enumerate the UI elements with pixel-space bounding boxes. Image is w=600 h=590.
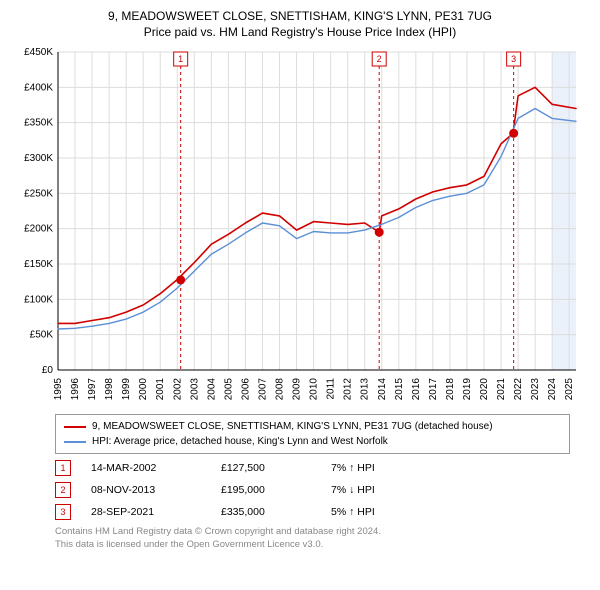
svg-text:2016: 2016: [411, 378, 422, 401]
event-date: 08-NOV-2013: [91, 484, 221, 496]
svg-text:1998: 1998: [104, 378, 115, 401]
svg-text:3: 3: [511, 54, 516, 64]
svg-text:2013: 2013: [360, 378, 371, 401]
legend-item: HPI: Average price, detached house, King…: [64, 434, 561, 449]
event-number: 2: [55, 482, 71, 498]
svg-text:2005: 2005: [223, 378, 234, 401]
svg-text:£50K: £50K: [30, 330, 54, 341]
svg-text:2024: 2024: [547, 378, 558, 401]
event-price: £195,000: [221, 484, 331, 496]
event-date: 28-SEP-2021: [91, 506, 221, 518]
svg-text:2010: 2010: [309, 378, 320, 401]
event-row: 1 14-MAR-2002£127,5007% ↑ HPI: [55, 460, 570, 476]
legend-label: 9, MEADOWSWEET CLOSE, SNETTISHAM, KING'S…: [92, 419, 493, 434]
sale-marker-3: [509, 129, 518, 138]
svg-text:£150K: £150K: [24, 259, 53, 270]
svg-text:2008: 2008: [275, 378, 286, 401]
svg-text:2015: 2015: [394, 378, 405, 401]
svg-text:£450K: £450K: [24, 47, 53, 58]
event-row: 3 28-SEP-2021£335,0005% ↑ HPI: [55, 504, 570, 520]
event-delta: 7% ↓ HPI: [331, 484, 375, 496]
svg-text:2009: 2009: [292, 378, 303, 401]
event-price: £335,000: [221, 506, 331, 518]
footnote: Contains HM Land Registry data © Crown c…: [55, 526, 570, 552]
svg-text:2014: 2014: [377, 378, 388, 401]
svg-text:£100K: £100K: [24, 295, 53, 306]
svg-text:2002: 2002: [172, 378, 183, 401]
event-delta: 7% ↑ HPI: [331, 462, 375, 474]
price-chart: £0 £50K £100K £150K £200K £250K £300K £350K £400…: [10, 46, 590, 406]
svg-text:2021: 2021: [496, 378, 507, 401]
svg-text:2006: 2006: [240, 378, 251, 401]
svg-text:1996: 1996: [70, 378, 81, 401]
legend-label: HPI: Average price, detached house, King…: [92, 434, 388, 449]
svg-text:1: 1: [178, 54, 183, 64]
chart-svg: £0 £50K £100K £150K £200K £250K £300K £350K £400…: [10, 46, 590, 406]
sale-events: 1 14-MAR-2002£127,5007% ↑ HPI 2 08-NOV-2013…: [55, 460, 570, 520]
svg-text:£350K: £350K: [24, 118, 53, 129]
svg-text:2020: 2020: [479, 378, 490, 401]
event-number: 1: [55, 460, 71, 476]
legend-swatch: [64, 426, 86, 428]
svg-text:2007: 2007: [257, 378, 268, 401]
svg-text:2000: 2000: [138, 378, 149, 401]
svg-text:2025: 2025: [564, 378, 575, 401]
footnote-line-2: This data is licensed under the Open Gov…: [55, 539, 570, 552]
svg-text:2011: 2011: [326, 378, 337, 400]
event-row: 2 08-NOV-2013£195,0007% ↓ HPI: [55, 482, 570, 498]
svg-text:£400K: £400K: [24, 83, 53, 94]
svg-text:2022: 2022: [513, 378, 524, 401]
svg-text:1997: 1997: [87, 378, 98, 401]
svg-text:2004: 2004: [206, 378, 217, 401]
svg-text:£0: £0: [42, 365, 54, 376]
sale-marker-1: [176, 276, 185, 285]
sale-marker-2: [375, 228, 384, 237]
svg-text:2018: 2018: [445, 378, 456, 401]
svg-text:2019: 2019: [462, 378, 473, 401]
svg-text:£250K: £250K: [24, 189, 53, 200]
legend: 9, MEADOWSWEET CLOSE, SNETTISHAM, KING'S…: [55, 414, 570, 454]
svg-text:2023: 2023: [530, 378, 541, 401]
svg-text:2012: 2012: [343, 378, 354, 401]
legend-swatch: [64, 441, 86, 443]
legend-item: 9, MEADOWSWEET CLOSE, SNETTISHAM, KING'S…: [64, 419, 561, 434]
event-date: 14-MAR-2002: [91, 462, 221, 474]
svg-text:2003: 2003: [189, 378, 200, 401]
svg-text:2001: 2001: [155, 378, 166, 401]
svg-text:£200K: £200K: [24, 224, 53, 235]
title-line-1: 9, MEADOWSWEET CLOSE, SNETTISHAM, KING'S…: [10, 8, 590, 24]
svg-text:2: 2: [377, 54, 382, 64]
svg-text:1999: 1999: [121, 378, 132, 401]
svg-text:1995: 1995: [53, 378, 64, 401]
chart-title: 9, MEADOWSWEET CLOSE, SNETTISHAM, KING'S…: [10, 8, 590, 40]
title-line-2: Price paid vs. HM Land Registry's House …: [10, 24, 590, 40]
event-number: 3: [55, 504, 71, 520]
footnote-line-1: Contains HM Land Registry data © Crown c…: [55, 526, 570, 539]
event-delta: 5% ↑ HPI: [331, 506, 375, 518]
svg-text:2017: 2017: [428, 378, 439, 401]
svg-text:£300K: £300K: [24, 153, 53, 164]
event-price: £127,500: [221, 462, 331, 474]
